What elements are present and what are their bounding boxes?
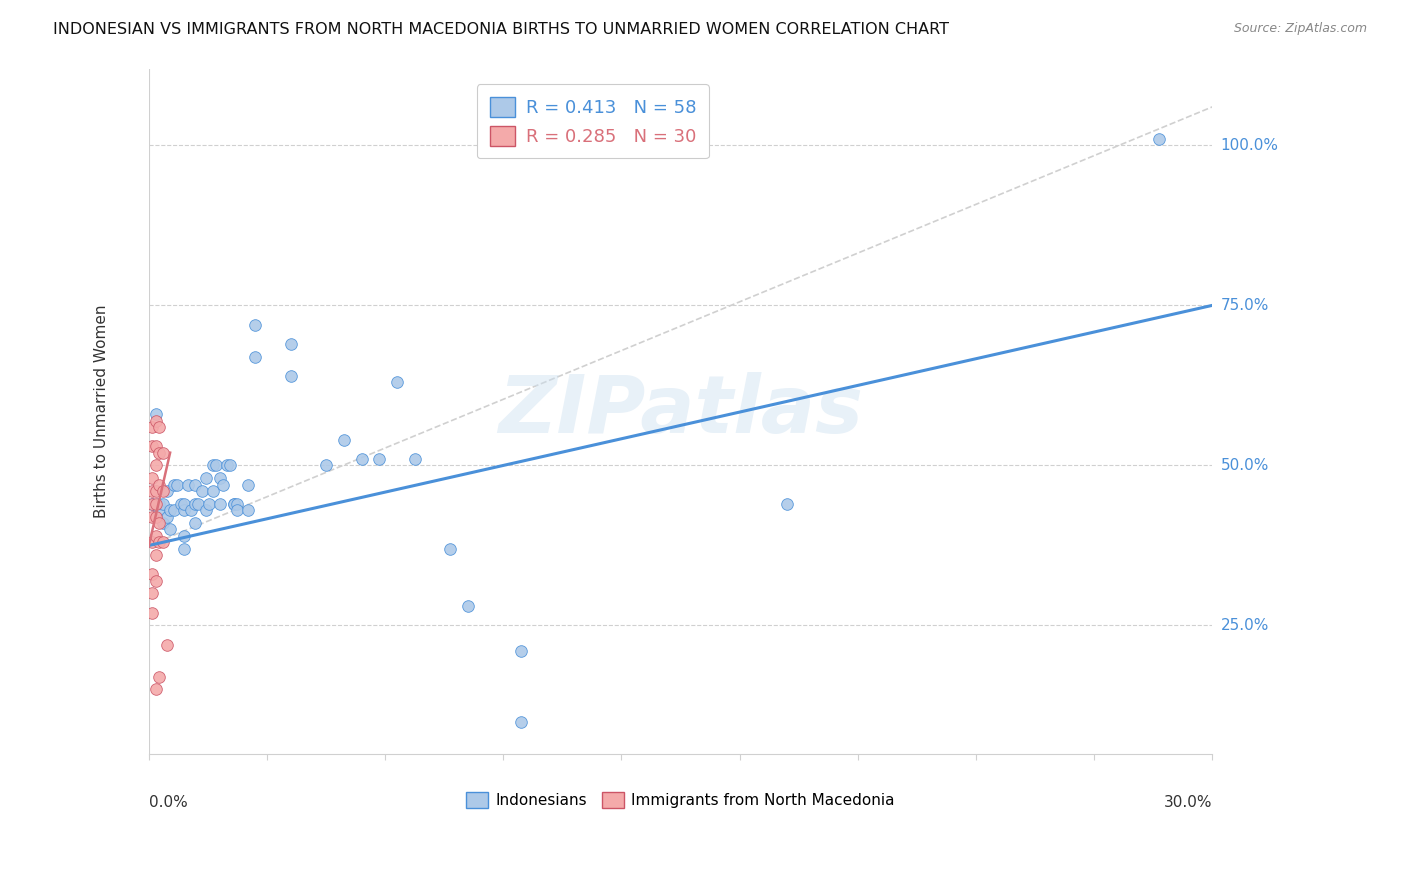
Point	[141, 497, 163, 511]
Point	[155, 509, 177, 524]
Point	[177, 477, 200, 491]
Point	[141, 497, 163, 511]
Point	[173, 497, 195, 511]
Text: 30.0%: 30.0%	[1164, 795, 1212, 810]
Text: 75.0%: 75.0%	[1220, 298, 1268, 313]
Point	[148, 445, 170, 459]
Point	[155, 638, 177, 652]
Point	[194, 503, 217, 517]
Point	[208, 497, 231, 511]
Point	[184, 516, 207, 530]
Point	[194, 471, 217, 485]
Point	[173, 529, 195, 543]
Point	[141, 483, 163, 498]
Point	[148, 420, 170, 434]
Point	[280, 368, 302, 383]
Point	[145, 548, 167, 562]
Point	[191, 483, 214, 498]
Point	[141, 535, 163, 549]
Point	[145, 414, 167, 428]
Text: 0.0%: 0.0%	[149, 795, 187, 810]
Point	[148, 477, 170, 491]
Point	[180, 503, 202, 517]
Point	[212, 477, 235, 491]
Point	[236, 503, 259, 517]
Point	[141, 420, 163, 434]
Point	[215, 458, 238, 473]
Point	[245, 318, 267, 332]
Point	[145, 509, 167, 524]
Text: 100.0%: 100.0%	[1220, 138, 1278, 153]
Point	[152, 516, 174, 530]
Point	[187, 497, 209, 511]
Point	[145, 497, 167, 511]
Point	[148, 503, 170, 517]
Point	[226, 497, 249, 511]
Point	[201, 483, 224, 498]
Point	[368, 452, 391, 467]
Point	[141, 439, 163, 453]
Text: 50.0%: 50.0%	[1220, 458, 1268, 473]
Text: Births to Unmarried Women: Births to Unmarried Women	[94, 304, 108, 517]
Point	[208, 471, 231, 485]
Text: INDONESIAN VS IMMIGRANTS FROM NORTH MACEDONIA BIRTHS TO UNMARRIED WOMEN CORRELAT: INDONESIAN VS IMMIGRANTS FROM NORTH MACE…	[53, 22, 949, 37]
Point	[315, 458, 337, 473]
Point	[170, 497, 193, 511]
Point	[457, 599, 479, 614]
Point	[145, 407, 167, 421]
Point	[350, 452, 373, 467]
Point	[148, 497, 170, 511]
Point	[152, 497, 174, 511]
Point	[145, 574, 167, 588]
Point	[145, 483, 167, 498]
Point	[159, 523, 181, 537]
Point	[145, 529, 167, 543]
Point	[148, 535, 170, 549]
Point	[159, 503, 181, 517]
Point	[152, 535, 174, 549]
Point	[141, 471, 163, 485]
Point	[236, 477, 259, 491]
Point	[155, 483, 177, 498]
Point	[141, 606, 163, 620]
Text: Source: ZipAtlas.com: Source: ZipAtlas.com	[1233, 22, 1367, 36]
Point	[163, 503, 186, 517]
Point	[173, 503, 195, 517]
Point	[184, 477, 207, 491]
Point	[776, 497, 799, 511]
Point	[148, 516, 170, 530]
Point	[145, 458, 167, 473]
Point	[166, 477, 188, 491]
Point	[1147, 132, 1170, 146]
Point	[404, 452, 426, 467]
Point	[219, 458, 242, 473]
Point	[173, 541, 195, 556]
Point	[510, 714, 533, 729]
Point	[141, 509, 163, 524]
Point	[333, 433, 356, 447]
Text: ZIPatlas: ZIPatlas	[498, 372, 863, 450]
Point	[145, 682, 167, 697]
Point	[439, 541, 461, 556]
Point	[245, 350, 267, 364]
Point	[198, 497, 221, 511]
Point	[226, 503, 249, 517]
Point	[141, 567, 163, 582]
Point	[510, 644, 533, 658]
Text: 25.0%: 25.0%	[1220, 618, 1268, 633]
Point	[205, 458, 228, 473]
Point	[152, 483, 174, 498]
Point	[385, 375, 408, 389]
Point	[222, 497, 245, 511]
Point	[184, 497, 207, 511]
Point	[280, 336, 302, 351]
Point	[222, 497, 245, 511]
Point	[148, 670, 170, 684]
Point	[152, 445, 174, 459]
Legend: Indonesians, Immigrants from North Macedonia: Indonesians, Immigrants from North Maced…	[460, 786, 901, 814]
Point	[201, 458, 224, 473]
Point	[141, 586, 163, 600]
Point	[163, 477, 186, 491]
Point	[145, 439, 167, 453]
